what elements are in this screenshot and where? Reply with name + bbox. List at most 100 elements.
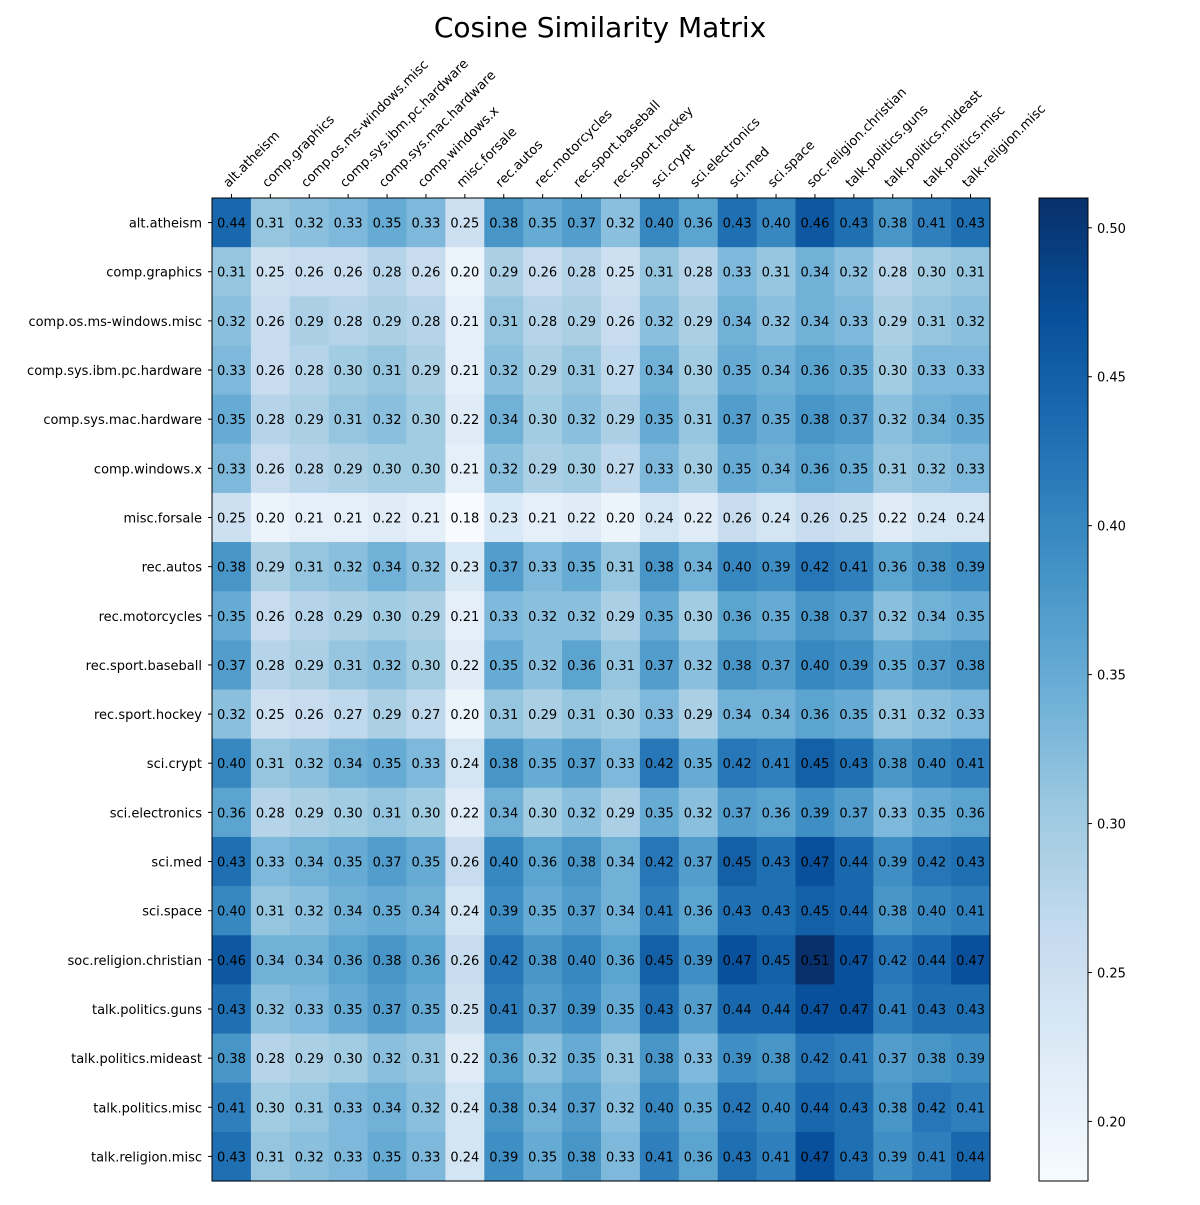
heatmap-cell bbox=[717, 1082, 758, 1133]
heatmap-cell bbox=[834, 689, 874, 740]
heatmap-cell bbox=[639, 689, 680, 740]
heatmap-cell bbox=[951, 886, 991, 936]
y-tick-label: rec.sport.hockey bbox=[94, 708, 202, 723]
cell-value-label: 0.39 bbox=[878, 1150, 907, 1165]
cell-value-label: 0.44 bbox=[839, 905, 868, 920]
cell-value-label: 0.35 bbox=[956, 413, 985, 428]
cell-value-label: 0.22 bbox=[684, 511, 713, 526]
cell-value-label: 0.33 bbox=[411, 1150, 440, 1165]
y-tick-label: rec.motorcycles bbox=[99, 610, 203, 625]
cell-value-label: 0.22 bbox=[450, 413, 479, 428]
cell-value-label: 0.21 bbox=[450, 315, 479, 330]
cell-value-label: 0.33 bbox=[956, 364, 985, 379]
colorbar-ticks: 0.20 0.25 0.30 0.35 0.40 0.45 0.50 bbox=[1088, 222, 1126, 1130]
cell-value-label: 0.33 bbox=[645, 462, 674, 477]
y-tick-label: comp.windows.x bbox=[94, 462, 202, 477]
heatmap-cell bbox=[756, 296, 797, 347]
cell-value-label: 0.34 bbox=[917, 413, 946, 428]
heatmap-cell bbox=[562, 689, 602, 740]
heatmap-cell bbox=[756, 640, 797, 691]
heatmap-cell bbox=[717, 591, 758, 641]
cell-value-label: 0.29 bbox=[606, 413, 635, 428]
heatmap-cell bbox=[834, 591, 874, 641]
cell-value-label: 0.28 bbox=[295, 364, 324, 379]
cell-value-label: 0.31 bbox=[373, 364, 402, 379]
heatmap-cell bbox=[445, 1131, 485, 1182]
cell-value-label: 0.31 bbox=[489, 708, 518, 723]
cell-value-label: 0.35 bbox=[334, 1003, 363, 1018]
cell-value-label: 0.36 bbox=[878, 561, 907, 576]
cell-value-label: 0.26 bbox=[256, 315, 285, 330]
cell-value-label: 0.35 bbox=[334, 856, 363, 871]
heatmap-cell bbox=[717, 296, 758, 347]
heatmap-cell bbox=[834, 1131, 874, 1182]
cell-value-label: 0.35 bbox=[723, 462, 752, 477]
heatmap-cell bbox=[639, 787, 680, 838]
cell-value-label: 0.33 bbox=[528, 561, 557, 576]
cell-value-label: 0.33 bbox=[606, 1150, 635, 1165]
heatmap-cell bbox=[406, 1082, 446, 1133]
heatmap-cell bbox=[289, 198, 330, 248]
heatmap-cell bbox=[328, 394, 369, 445]
heatmap-cell bbox=[795, 1131, 835, 1182]
cell-value-label: 0.47 bbox=[800, 856, 829, 871]
cell-value-label: 0.45 bbox=[800, 905, 829, 920]
heatmap-cell bbox=[289, 542, 330, 592]
cell-value-label: 0.26 bbox=[256, 462, 285, 477]
heatmap-cell bbox=[212, 1131, 252, 1182]
cell-value-label: 0.35 bbox=[217, 413, 246, 428]
cell-value-label: 0.31 bbox=[684, 413, 713, 428]
heatmap-cell bbox=[406, 492, 446, 543]
cell-value-label: 0.40 bbox=[917, 757, 946, 772]
y-tick-label: soc.religion.christian bbox=[67, 954, 202, 969]
cell-value-label: 0.36 bbox=[684, 217, 713, 232]
cell-value-label: 0.28 bbox=[256, 806, 285, 821]
cell-value-label: 0.23 bbox=[489, 511, 518, 526]
cell-value-label: 0.26 bbox=[606, 315, 635, 330]
heatmap-cell bbox=[756, 886, 797, 936]
cell-value-label: 0.39 bbox=[489, 905, 518, 920]
heatmap-cell bbox=[795, 689, 835, 740]
y-tick-label: misc.forsale bbox=[123, 511, 202, 526]
heatmap-cell bbox=[523, 984, 563, 1035]
heatmap-cell bbox=[912, 787, 952, 838]
cell-value-label: 0.35 bbox=[528, 905, 557, 920]
heatmap-cell bbox=[523, 443, 563, 494]
cell-value-label: 0.33 bbox=[411, 757, 440, 772]
heatmap-cell bbox=[951, 394, 991, 445]
cell-value-label: 0.40 bbox=[645, 217, 674, 232]
heatmap-cell bbox=[717, 443, 758, 494]
cell-value-label: 0.32 bbox=[411, 1101, 440, 1116]
heatmap-cell bbox=[523, 1082, 563, 1133]
heatmap-cell bbox=[367, 836, 408, 887]
cell-value-label: 0.30 bbox=[334, 1052, 363, 1067]
heatmap-cell bbox=[289, 394, 330, 445]
cell-value-label: 0.44 bbox=[839, 856, 868, 871]
heatmap-cell bbox=[678, 443, 719, 494]
heatmap-cell bbox=[834, 492, 874, 543]
cell-value-label: 0.32 bbox=[295, 1150, 324, 1165]
heatmap-cell bbox=[367, 394, 408, 445]
cell-value-label: 0.24 bbox=[645, 511, 674, 526]
cell-value-label: 0.23 bbox=[450, 561, 479, 576]
cell-value-label: 0.37 bbox=[839, 806, 868, 821]
cell-value-label: 0.30 bbox=[411, 462, 440, 477]
heatmap-cell bbox=[756, 443, 797, 494]
heatmap-cell bbox=[717, 492, 758, 543]
heatmap-cell bbox=[834, 345, 874, 396]
heatmap-cell bbox=[289, 836, 330, 887]
heatmap-cell bbox=[639, 738, 680, 789]
heatmap-cell bbox=[912, 886, 952, 936]
heatmap-cell bbox=[639, 542, 680, 592]
cell-value-label: 0.29 bbox=[606, 610, 635, 625]
cell-value-label: 0.35 bbox=[645, 610, 674, 625]
heatmap-cell bbox=[678, 1082, 719, 1133]
cell-value-label: 0.22 bbox=[450, 659, 479, 674]
heatmap-cell bbox=[873, 787, 913, 838]
heatmap-cell bbox=[562, 394, 602, 445]
heatmap-cell bbox=[795, 984, 835, 1035]
cell-value-label: 0.40 bbox=[800, 659, 829, 674]
heatmap-cell bbox=[678, 492, 719, 543]
heatmap-cell bbox=[873, 738, 913, 789]
